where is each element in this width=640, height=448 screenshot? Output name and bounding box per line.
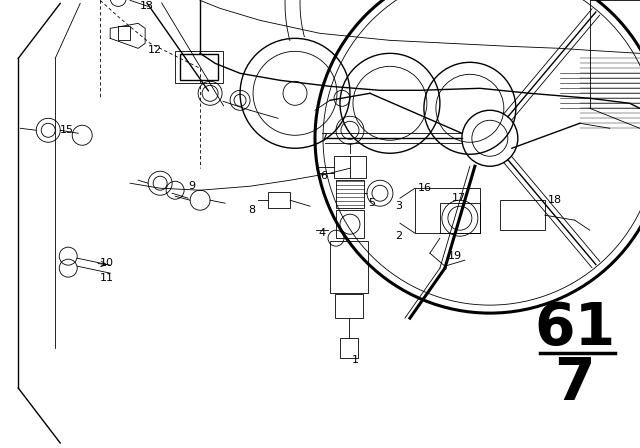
Text: 9: 9	[188, 181, 195, 191]
Text: 1: 1	[352, 355, 359, 365]
Text: 7: 7	[554, 354, 595, 412]
Text: 15: 15	[60, 125, 74, 135]
Bar	[175, 52, 223, 83]
Text: 13: 13	[140, 1, 154, 11]
Bar	[336, 180, 364, 208]
Text: 11: 11	[100, 273, 114, 283]
Bar	[500, 200, 545, 230]
Text: 5: 5	[368, 198, 375, 208]
Text: 6: 6	[320, 171, 327, 181]
Bar	[180, 54, 218, 80]
Text: 61: 61	[534, 300, 616, 357]
Bar	[334, 156, 366, 178]
Text: 3: 3	[395, 201, 402, 211]
Text: 7: 7	[320, 133, 327, 143]
Text: 18: 18	[548, 195, 562, 205]
Bar	[336, 210, 364, 238]
Bar	[440, 203, 480, 233]
Text: 17: 17	[452, 193, 466, 203]
Bar	[118, 26, 130, 40]
Text: 12: 12	[148, 45, 163, 56]
Bar	[415, 188, 480, 233]
Text: 10: 10	[100, 258, 114, 268]
Bar	[340, 338, 358, 358]
Bar	[268, 192, 290, 208]
Text: 2: 2	[395, 231, 402, 241]
Text: 19: 19	[448, 251, 462, 261]
Text: 16: 16	[418, 183, 432, 193]
Bar	[335, 294, 363, 318]
Bar	[330, 241, 368, 293]
Text: 4: 4	[318, 228, 325, 238]
Text: 8: 8	[248, 205, 255, 215]
